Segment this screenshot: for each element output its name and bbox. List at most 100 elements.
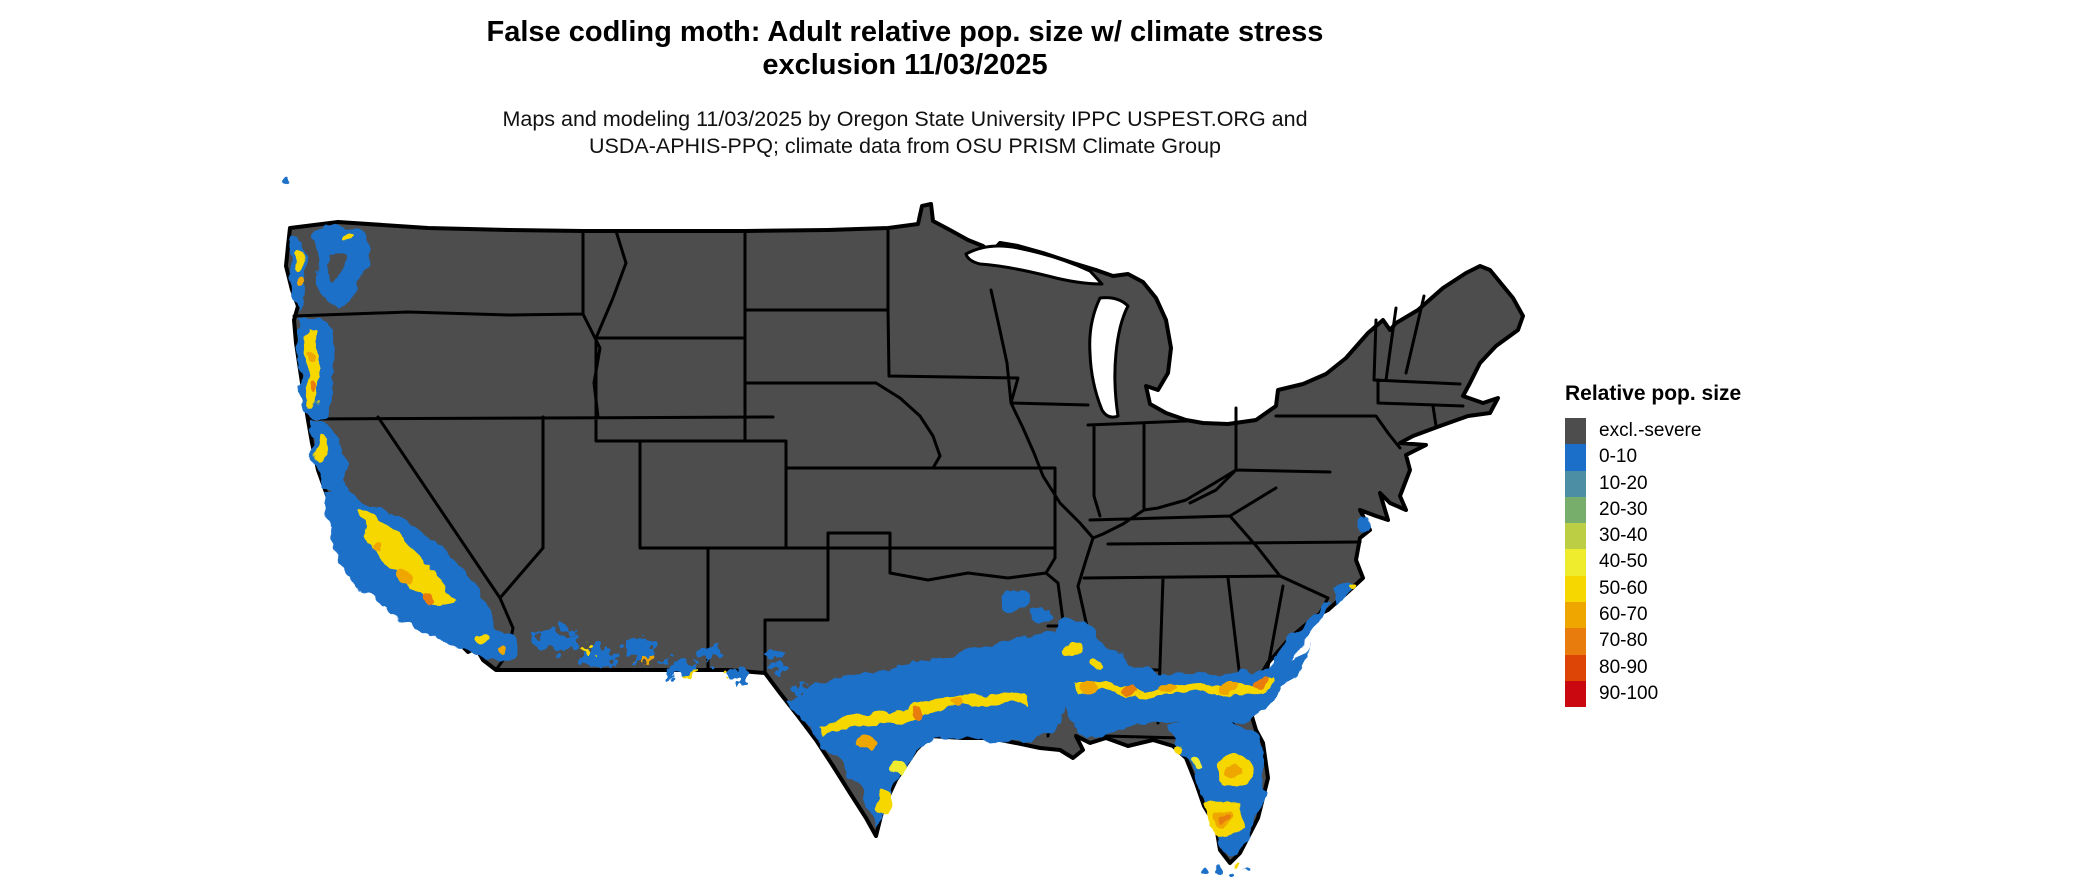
legend-swatch-icon [1565,444,1586,471]
map-subtitle: Maps and modeling 11/03/2025 by Oregon S… [0,106,1810,160]
region-fl-pan-yellow2 [1190,760,1198,768]
region-nm2 [765,656,785,670]
legend-row: 40-50 [1565,549,1865,576]
legend-row: 30-40 [1565,523,1865,550]
region-az-y3 [685,670,695,678]
region-tx-yellow-south [892,763,904,777]
region-ca-orange3 [373,543,383,553]
map-region-atlantic [1199,516,1369,877]
map-region-west-coast [283,179,520,661]
region-gulf-orange4 [1218,683,1238,693]
title-line-2: exclusion 11/03/2025 [762,49,1048,81]
region-az5 [700,645,720,661]
region-az1 [536,628,580,652]
region-va-beach-spot [1357,516,1369,532]
region-wa-islands-dot [283,179,289,185]
legend-row: 60-70 [1565,602,1865,629]
region-or-yellow-core [305,327,320,408]
region-gulf-orange3 [1159,683,1177,693]
legend-swatch-icon [1565,654,1586,681]
region-norcal-yellow [318,436,328,460]
region-az-y2 [643,654,653,662]
region-keys-yellow [1236,864,1242,868]
legend-swatch-icon [1565,470,1586,497]
region-keys2 [1214,870,1222,876]
legend-items: excl.-severe 0-10 10-20 20-30 30-40 40-50 50-6… [1565,418,1865,708]
legend-label: 40-50 [1599,551,1648,573]
legend-label: excl.-severe [1599,420,1702,441]
region-or-orange1 [308,351,316,365]
region-keys1 [1199,867,1207,873]
legend-row: excl.-severe [1565,418,1865,445]
region-texas-blue [788,633,1065,826]
legend-label: 30-40 [1599,525,1648,547]
region-ca-orange1 [394,571,412,585]
region-netx-blue2 [1028,606,1052,622]
region-tx-orange1 [860,737,876,749]
legend-row: 0-10 [1565,444,1865,471]
legend-label: 60-70 [1599,604,1648,626]
header: False codling moth: Adult relative pop. … [0,16,1810,160]
region-la-yellow1 [1066,643,1080,653]
map-region-gulf [788,590,1308,859]
legend: Relative pop. size excl.-severe 0-10 10-20… [1565,382,1865,708]
legend-label: 90-100 [1599,682,1659,704]
region-az2 [582,647,618,669]
region-sc-coast-sliver [1263,602,1330,682]
great-lakes [964,244,1130,419]
title-line-1: False codling moth: Adult relative pop. … [486,16,1324,48]
region-wa-yellow2 [298,276,306,288]
lake-michigan [1088,296,1130,419]
legend-swatch-icon [1565,602,1586,629]
region-keys3 [1230,871,1238,877]
legend-row: 90-100 [1565,680,1865,708]
region-outer-banks-yellow [1346,585,1354,591]
legend-row: 20-30 [1565,496,1865,524]
region-az3 [625,638,655,658]
legend-swatch-icon [1565,680,1586,708]
us-map [283,179,1525,877]
region-nm-y1 [724,667,732,673]
legend-label: 70-80 [1599,630,1648,652]
region-gulf-blue-belt [1056,617,1308,740]
legend-label: 50-60 [1599,577,1648,599]
legend-row: 70-80 [1565,628,1865,655]
legend-label: 0-10 [1599,446,1638,468]
region-socal-yellow1 [477,633,491,643]
legend-swatch-icon [1565,523,1586,550]
legend-row: 10-20 [1565,470,1865,497]
region-fl-pan-yellow1 [1175,746,1185,754]
region-gulf-orange1 [1080,682,1100,694]
legend-title: Relative pop. size [1565,382,1742,405]
region-fl-central-orange [1226,764,1242,778]
region-puget-gap [327,251,346,280]
region-ca-orange2 [422,593,434,603]
legend-swatch-icon [1565,575,1586,603]
legend-swatch-icon [1565,496,1586,524]
legend-row: 50-60 [1565,575,1865,603]
legend-swatch-icon [1565,549,1586,576]
region-ca-valley-yellow [358,508,456,608]
region-tx-orange2 [912,709,924,719]
region-or-orange2 [310,381,318,391]
lake-superior [964,244,1104,286]
region-netx-blue1 [1000,590,1032,610]
region-nm1 [728,670,752,686]
region-la-yellow2 [1092,660,1104,668]
map-region-southwest-scatter [536,628,812,696]
region-wa-yellow3 [344,234,356,242]
legend-label: 10-20 [1599,472,1648,494]
legend-label: 20-30 [1599,498,1648,520]
region-tx-orange3 [951,699,965,709]
region-gulf-orange2 [1122,685,1138,695]
us-map-container [228,158,1548,888]
legend-swatch-icon [1565,628,1586,655]
region-keys4 [1245,868,1251,872]
region-tx-yellow-coast [877,785,891,811]
legend-label: 80-90 [1599,656,1648,678]
map-title: False codling moth: Adult relative pop. … [0,16,1810,82]
legend-row: 80-90 [1565,654,1865,681]
region-gulf-orange5 [1254,679,1266,687]
region-fl-south-deep-orange [1220,814,1230,822]
